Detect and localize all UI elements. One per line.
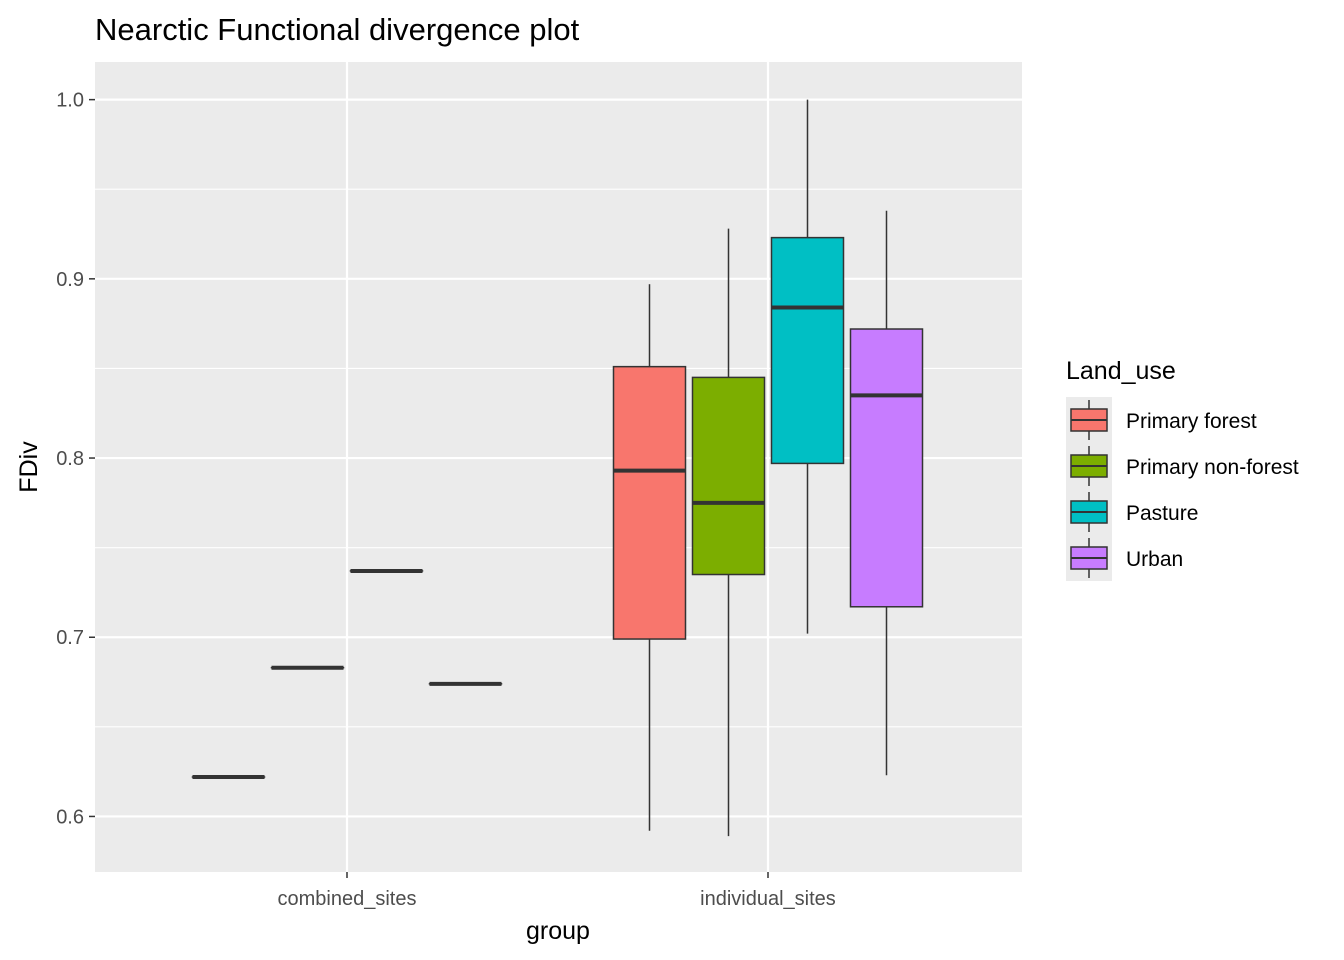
legend-item: Pasture <box>1070 492 1198 532</box>
box-primary-forest-individual_sites <box>612 284 687 831</box>
y-tick-label: 0.7 <box>56 627 84 649</box>
legend: Land_use Primary forest Primary non-fores… <box>1066 357 1299 581</box>
y-axis-title: FDiv <box>15 441 43 493</box>
box-pasture-individual_sites <box>770 99 845 634</box>
y-tick-label: 0.6 <box>56 806 84 828</box>
box-body <box>612 365 687 640</box>
y-tick-label: 1.0 <box>56 90 84 112</box>
legend-item: Primary forest <box>1070 400 1257 440</box>
legend-item: Urban <box>1070 538 1183 578</box>
boxes-layer <box>191 99 924 837</box>
box-urban-individual_sites <box>849 210 924 776</box>
x-tick-label: combined_sites <box>278 888 417 910</box>
legend-label: Urban <box>1126 548 1183 571</box>
legend-label: Primary forest <box>1126 410 1257 433</box>
legend-item: Primary non-forest <box>1070 446 1299 486</box>
y-axis: 0.6 0.7 0.8 0.9 1.0 <box>56 90 95 828</box>
chart-title: Nearctic Functional divergence plot <box>95 12 580 47</box>
box-body <box>770 236 845 465</box>
legend-label: Pasture <box>1126 502 1198 525</box>
box-primary-non-forest-individual_sites <box>691 228 766 837</box>
x-tick-label: individual_sites <box>700 888 836 910</box>
grid-lines <box>95 62 1022 872</box>
legend-title: Land_use <box>1066 357 1176 385</box>
y-tick-label: 0.8 <box>56 448 84 470</box>
x-axis: combined_sites individual_sites <box>278 872 836 910</box>
box-body <box>691 376 766 576</box>
legend-label: Primary non-forest <box>1126 456 1299 479</box>
box-body <box>849 328 924 608</box>
x-axis-title: group <box>526 917 590 945</box>
y-tick-label: 0.9 <box>56 269 84 291</box>
